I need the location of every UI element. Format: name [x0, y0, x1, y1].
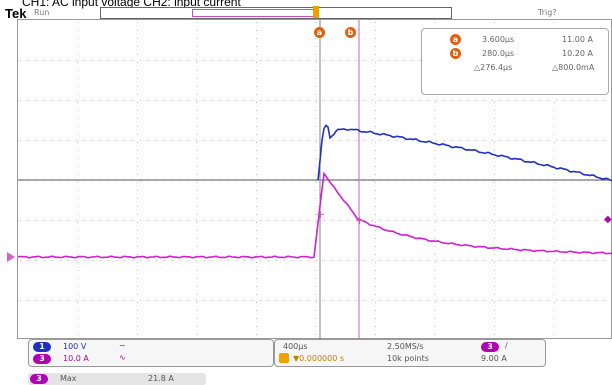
waveform-svg: + + [18, 20, 612, 340]
trigger-source-badge: 3 [481, 342, 499, 352]
cursor-a-time: 3.600µs [482, 35, 515, 44]
ch3-scale: 10.0 A [63, 354, 89, 363]
cursor-delta-value: △800.0mA [552, 63, 595, 72]
cursor-delta-time: △276.4µs [474, 63, 513, 72]
sample-rate: 2.50MS/s [387, 342, 424, 351]
ch2-current-trace [18, 171, 612, 259]
cursor-b-time: 280.0µs [482, 49, 515, 58]
ch1-badge: 1 [33, 342, 51, 352]
cursor-a-label[interactable]: a [314, 27, 325, 38]
measurement-type: Max [60, 374, 77, 383]
cursor-b-label[interactable]: b [345, 27, 356, 38]
ch1-scale: 100 V [63, 342, 87, 351]
acquisition-status: Run [34, 8, 50, 17]
channel-settings-panel[interactable]: 1 100 V ~ 3 10.0 A ∿ [28, 339, 274, 367]
cursor-b-value: 10.20 A [562, 49, 593, 58]
timebase-trigger-panel[interactable]: 400µs ▼0.000000 s 2.50MS/s 10k points 3 … [274, 339, 546, 367]
measurement-value: 21.8 A [148, 374, 174, 383]
measurement-bar[interactable]: 3 Max 21.8 A [28, 373, 206, 385]
ch1-voltage-trace [317, 124, 612, 182]
trigger-position-marker[interactable] [313, 6, 319, 18]
trigger-status: Trig? [538, 8, 557, 17]
record-view-window[interactable] [192, 9, 314, 17]
trigger-level-marker[interactable]: ◆ [604, 214, 612, 225]
cursor-b-cross: + [355, 214, 364, 227]
cursor-a-value: 11.00 A [562, 35, 593, 44]
cursor-a-cross: + [316, 208, 325, 221]
trigger-level: 9.00 A [481, 354, 507, 363]
ch3-coupling-icon: ∿ [119, 353, 126, 362]
ch3-ground-marker[interactable] [7, 252, 15, 262]
cursor-b-badge: b [450, 48, 461, 59]
ch1-coupling-icon: ~ [119, 341, 126, 350]
horizontal-position-icon [279, 353, 289, 363]
cursor-readout-panel: a 3.600µs 11.00 A b 280.0µs 10.20 A △276… [421, 28, 609, 95]
time-per-div: 400µs [283, 342, 308, 351]
record-length: 10k points [387, 354, 429, 363]
cursor-a-badge: a [450, 34, 461, 45]
trigger-slope-icon: / [505, 341, 508, 350]
tek-logo: Tek [5, 6, 27, 21]
measurement-source-badge: 3 [30, 374, 48, 384]
figure-caption: CH1: AC input voltage CH2: input current [22, 0, 241, 9]
ch3-badge: 3 [33, 354, 51, 364]
horizontal-position: ▼0.000000 s [293, 354, 345, 363]
